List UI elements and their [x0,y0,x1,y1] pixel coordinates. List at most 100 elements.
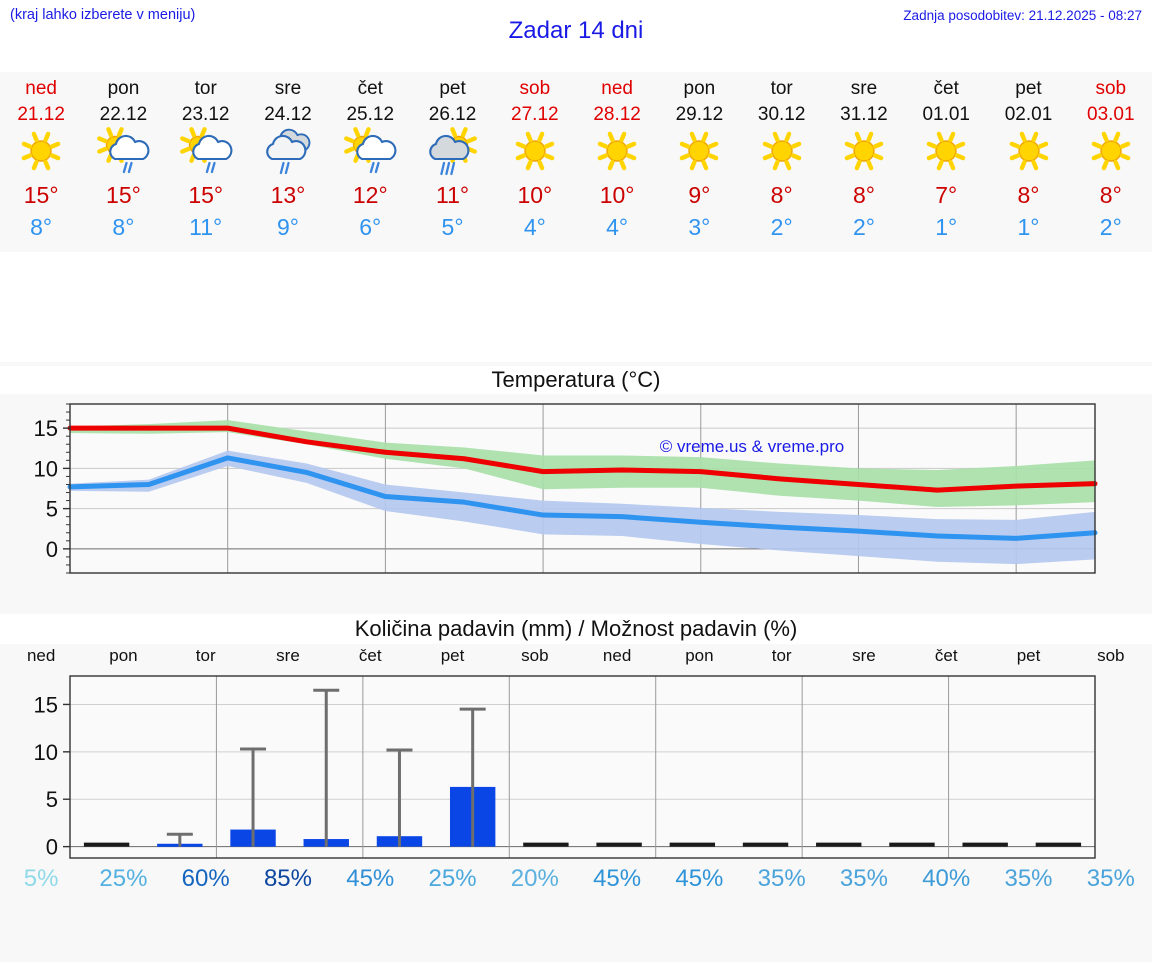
forecast-temp-max: 8° [852,182,875,208]
temperature-chart-section: Temperatura (°C) 0 5 10 15 © vreme.us & vrem… [0,362,1152,612]
forecast-day-date: 21.12 [17,104,65,125]
forecast-day-column[interactable]: pet 02.01 8° 1° [987,72,1069,252]
forecast-day-date: 25.12 [346,104,395,125]
forecast-day-date: 28.12 [593,104,641,125]
forecast-day-name: sob [519,78,551,99]
precipitation-probability: 45% [346,865,395,892]
precipitation-bar [669,842,716,847]
precipitation-day-label: ned [602,646,632,665]
temperature-chart: 0 5 10 15 © vreme.us & vreme.pro [34,403,1098,574]
forecast-day-column[interactable]: ned 21.12 15° 8° [0,72,82,252]
precipitation-bar [816,842,862,847]
precip-y-axis-label: 5 [46,787,58,812]
forecast-day-column[interactable]: sre 24.12 13° 9° [247,72,329,252]
forecast-day-date: 23.12 [181,104,230,125]
forecast-temp-max: 8° [1099,182,1122,208]
forecast-day-name: sre [274,78,302,99]
precip-y-axis-label: 0 [46,835,58,860]
precipitation-bar [742,842,789,847]
forecast-day-column[interactable]: sob 27.12 10° 4° [494,72,576,252]
forecast-temp-min: 4° [523,214,546,240]
forecast-temp-max: 10° [517,182,553,208]
forecast-temp-min: 9° [276,214,299,240]
precipitation-probability: 60% [181,865,230,892]
forecast-day-name: ned [25,78,57,99]
precipitation-probability: 35% [1004,865,1053,892]
forecast-day-date: 24.12 [264,104,312,125]
sun-icon [505,127,565,179]
forecast-day-name: tor [770,78,793,99]
forecast-temp-max: 12° [352,182,388,208]
forecast-day-name: sob [1095,78,1127,99]
forecast-day-date: 02.01 [1004,104,1053,125]
temp-y-axis-label: 5 [46,497,58,522]
precipitation-day-label: pon [685,646,714,665]
sun-cloud-rain-icon [176,127,236,179]
precipitation-probability: 20% [510,865,559,892]
forecast-day-name: pet [439,78,466,99]
forecast-temp-min: 2° [1099,214,1122,240]
precipitation-day-label: sob [1097,646,1125,665]
forecast-day-name: pet [1015,78,1042,99]
forecast-day-column[interactable]: pon 22.12 15° 8° [82,72,164,252]
precipitation-day-label: ned [26,646,56,665]
forecast-temp-min: 4° [606,214,629,240]
forecast-temp-min: 8° [112,214,135,240]
precipitation-day-label: pet [440,646,465,665]
precip-y-axis-label: 15 [34,692,58,717]
forecast-temp-max: 15° [188,182,224,208]
forecast-temp-max: 8° [770,182,793,208]
precipitation-chart: 0 5 10 15 [34,675,1096,860]
spacer [0,252,1152,362]
forecast-day-name: čet [933,78,959,99]
forecast-temp-min: 5° [441,214,464,240]
forecast-day-date: 26.12 [428,104,477,125]
precipitation-day-label: pet [1016,646,1041,665]
forecast-temp-max: 13° [270,182,306,208]
forecast-temp-max: 11° [436,182,470,208]
forecast-day-column[interactable]: pet 26.12 11° 5° [411,72,493,252]
forecast-day-name: sre [850,78,878,99]
forecast-day-column[interactable]: ned 28.12 10° 4° [576,72,658,252]
forecast-day-date: 01.01 [922,104,970,125]
forecast-day-column[interactable]: sob 03.01 8° 2° [1070,72,1152,252]
forecast-day-column[interactable]: tor 23.12 15° 11° [165,72,247,252]
forecast-temp-max: 8° [1017,182,1040,208]
precip-y-axis-label: 10 [34,740,58,765]
daily-forecast-strip: ned 21.12 15° 8° pon 22.12 15° 8° tor 23.12 15° 11°… [0,72,1152,252]
sun-cloud-heavy-rain-icon [423,127,483,179]
forecast-day-column[interactable]: sre 31.12 8° 2° [823,72,905,252]
precipitation-probability-row: 5% 25% 60% 85% 45% 25% 20% 45% 45% 35% 35% 40% 35% 35… [0,860,1152,900]
forecast-temp-min: 1° [935,214,958,240]
last-updated-text: Zadnja posodobitev: 21.12.2025 - 08:27 [903,8,1142,23]
forecast-day-date: 27.12 [511,104,559,125]
precipitation-probability: 85% [263,865,312,892]
forecast-temp-min: 2° [770,214,793,240]
sun-cloud-rain-icon [93,127,153,179]
forecast-day-column[interactable]: čet 01.01 7° 1° [905,72,987,252]
forecast-day-column[interactable]: čet 25.12 12° 6° [329,72,411,252]
forecast-temp-max: 9° [688,182,711,208]
precipitation-day-label: čet [934,646,958,665]
sun-icon [11,127,71,179]
sun-icon [752,127,812,179]
temperature-chart-title: Temperatura (°C) [0,366,1152,394]
forecast-day-name: pon [107,78,140,99]
precipitation-chart-section: Količina padavin (mm) / Možnost padavin … [0,612,1152,962]
forecast-temp-max: 7° [935,182,958,208]
copyright-annotation: © vreme.us & vreme.pro [660,437,844,456]
forecast-day-date: 03.01 [1087,104,1135,125]
precipitation-probability: 25% [99,865,148,892]
precipitation-bar [83,842,130,847]
forecast-day-column[interactable]: pon 29.12 9° 3° [658,72,740,252]
forecast-day-date: 31.12 [840,104,888,125]
precipitation-chart-title: Količina padavin (mm) / Možnost padavin … [0,614,1152,644]
precipitation-probability: 35% [1086,865,1135,892]
precipitation-day-label: sob [521,646,549,665]
sun-icon [669,127,729,179]
forecast-day-column[interactable]: tor 30.12 8° 2° [741,72,823,252]
forecast-temp-min: 6° [359,214,382,240]
precipitation-day-label: tor [771,646,792,665]
forecast-day-date: 29.12 [675,104,724,125]
forecast-day-name: čet [357,78,383,99]
